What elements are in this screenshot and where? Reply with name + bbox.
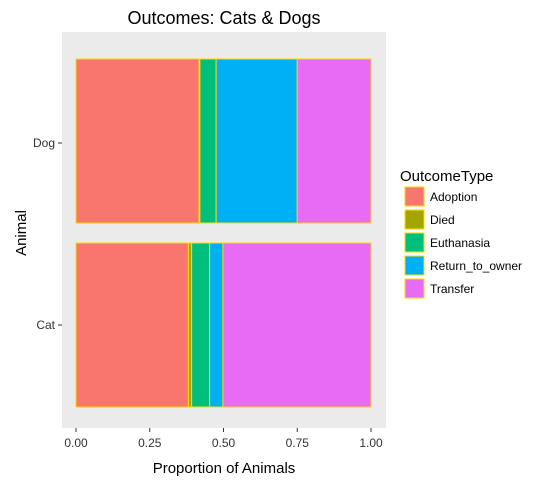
legend-label-return_to_owner: Return_to_owner [430,259,522,273]
bar-dog-return_to_owner [215,58,298,224]
x-tick-label: 0.50 [212,436,236,450]
legend-key-euthanasia [404,232,425,253]
y-tick-label-dog: Dog [33,136,55,150]
legend-label-transfer: Transfer [430,282,474,296]
legend-title: OutcomeType [400,168,493,185]
y-axis-title: Animal [13,210,30,256]
x-tick-label: 1.00 [359,436,383,450]
chart-title: Outcomes: Cats & Dogs [127,8,320,28]
y-axis: Dog Cat [33,136,62,332]
legend: OutcomeType Adoption Died Euthanasia Return… [400,168,522,299]
bar-cat-euthanasia [191,242,211,408]
legend-label-adoption: Adoption [430,190,477,204]
legend-key-adoption [404,186,425,207]
bar-cat-transfer [222,242,372,408]
bar-dog-euthanasia [199,58,217,224]
bar-cat-adoption [75,242,189,408]
bars-group [75,58,372,408]
x-tick-label: 0.25 [138,436,162,450]
x-axis: 0.00 0.25 0.50 0.75 1.00 [64,428,383,450]
legend-key-transfer [404,278,425,299]
legend-key-return_to_owner [404,255,425,276]
y-tick-label-cat: Cat [36,318,55,332]
x-tick-label: 0.00 [64,436,88,450]
legend-label-died: Died [430,213,455,227]
bar-cat-return_to_owner [209,242,224,408]
bar-dog-adoption [75,58,200,224]
x-tick-label: 0.75 [286,436,310,450]
legend-key-died [404,209,425,230]
x-axis-title: Proportion of Animals [153,460,296,477]
legend-label-euthanasia: Euthanasia [430,236,490,250]
bar-dog-transfer [296,58,372,224]
